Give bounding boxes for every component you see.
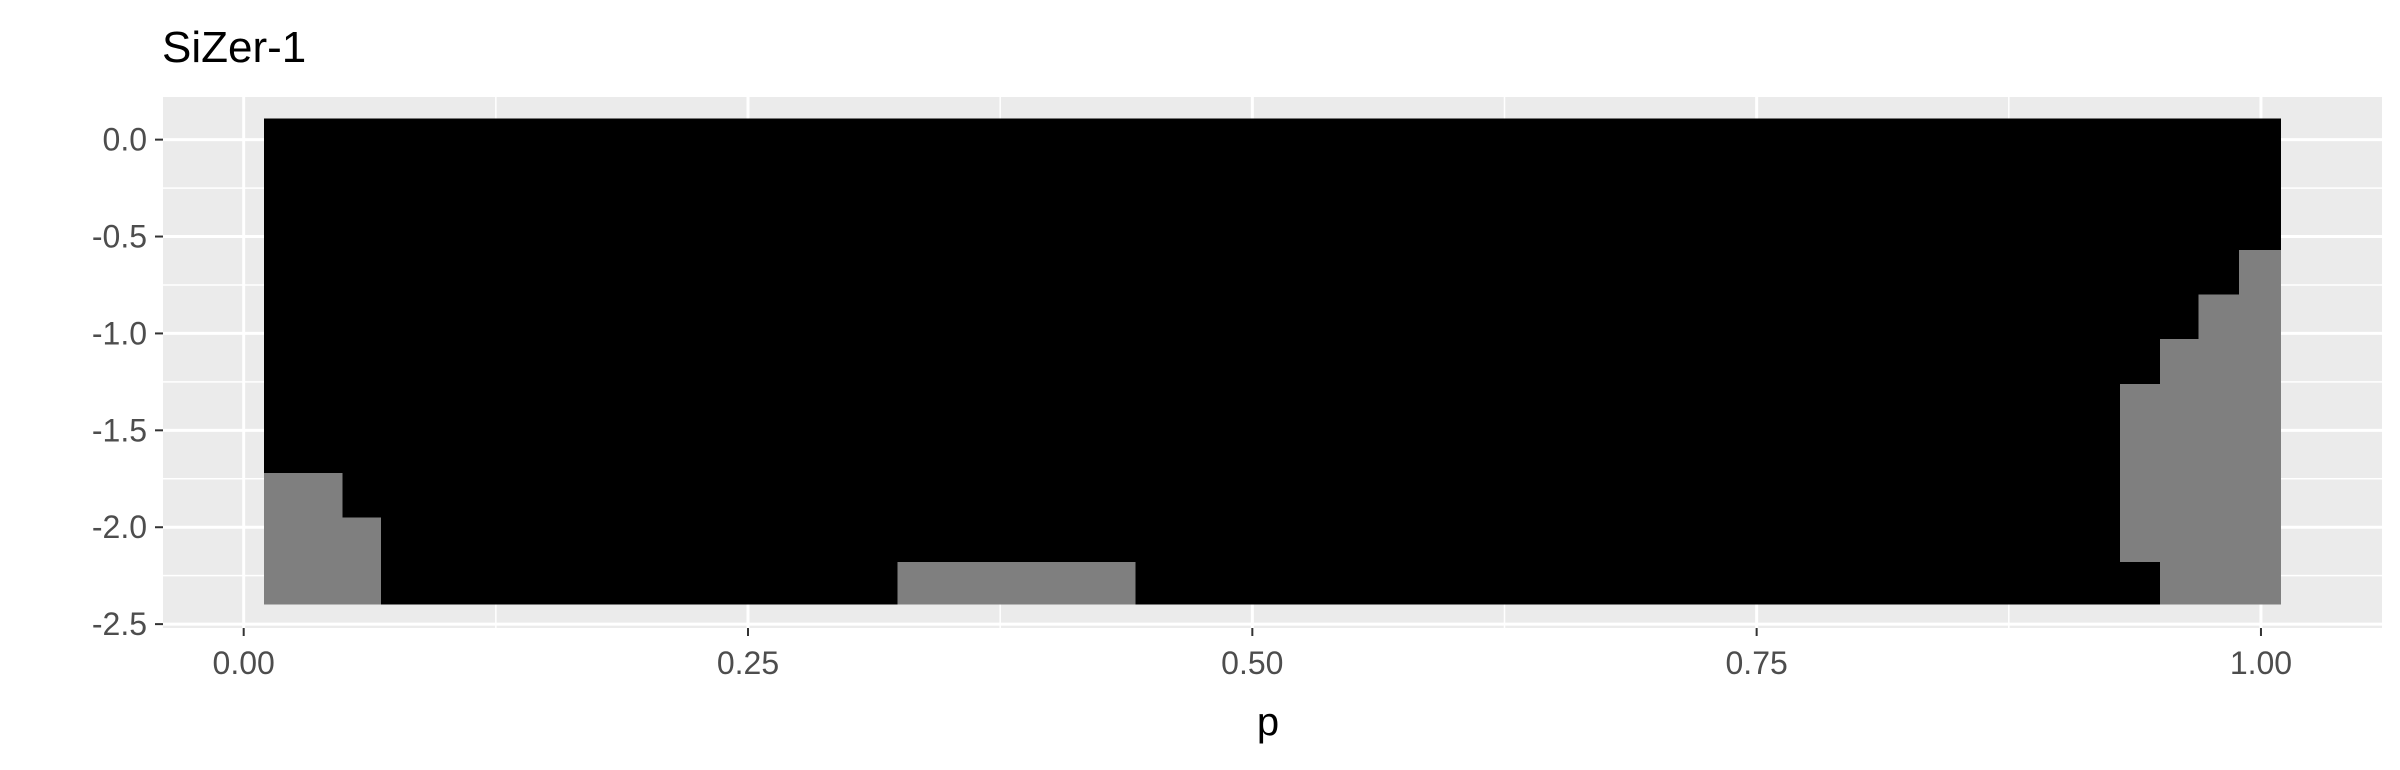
region-grey-right-2	[2160, 339, 2199, 605]
region-grey-right-4	[2238, 250, 2282, 605]
y-tick-label: -2.0	[92, 509, 147, 545]
x-tick-label: 0.00	[213, 645, 275, 681]
y-tick-label: -0.5	[92, 219, 147, 255]
y-tick-label: 0.0	[103, 122, 147, 158]
y-tick-label: -1.0	[92, 315, 147, 351]
x-tick-label: 0.50	[1221, 645, 1283, 681]
x-axis-title: p	[1257, 700, 1279, 744]
y-tick-label: -2.5	[92, 606, 147, 642]
y-tick-label: -1.5	[92, 412, 147, 448]
x-tick-label: 0.75	[1726, 645, 1788, 681]
y-axis: 0.0 -0.5 -1.0 -1.5 -2.0 -2.5	[92, 122, 163, 642]
x-tick-label: 1.00	[2230, 645, 2292, 681]
chart-title: SiZer-1	[162, 23, 306, 72]
sizer-regions	[263, 118, 2282, 605]
x-tick-label: 0.25	[717, 645, 779, 681]
x-axis: 0.00 0.25 0.50 0.75 1.00	[213, 628, 2292, 681]
region-base	[263, 118, 2282, 605]
region-grey-middle	[897, 562, 1136, 605]
region-grey-left-1	[263, 472, 343, 605]
region-grey-right-1	[2119, 383, 2161, 563]
region-grey-left-2	[342, 517, 381, 605]
region-grey-right-3	[2198, 294, 2239, 605]
